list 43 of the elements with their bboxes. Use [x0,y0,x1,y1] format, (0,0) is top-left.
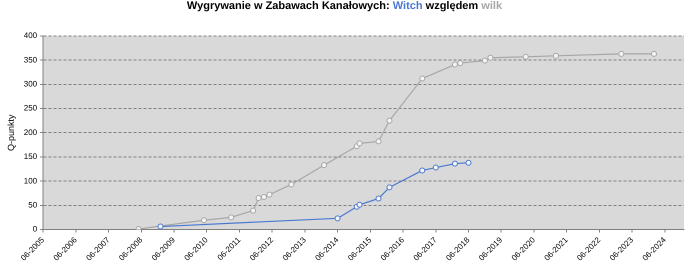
point [356,202,363,208]
point [266,192,272,198]
point [250,208,256,214]
point [452,160,458,167]
point [432,164,439,171]
point [386,118,392,124]
point [157,224,164,230]
y-tick-label: 100 [24,176,38,186]
point [356,140,363,146]
point [457,60,464,66]
point [452,62,458,68]
y-tick-label: 0 [32,224,38,234]
y-tick-label: 200 [24,128,38,137]
point [260,194,267,200]
chart-title: Wygrywanie w Zabawach Kanałowych: [186,0,390,12]
point [386,184,392,190]
point [618,50,624,57]
point [376,138,382,144]
point [552,52,559,59]
y-tick-label: 150 [24,152,38,162]
point [256,195,262,202]
point [321,162,328,168]
text: względem [426,0,478,12]
text: Witch [392,0,423,12]
point [465,160,472,166]
point [376,196,382,202]
y-tick-label: 350 [24,55,38,64]
y-axis-title: Q-punkty [6,114,16,151]
point [522,54,529,60]
y-tick-label: 250 [24,104,38,113]
point [419,167,426,174]
point [334,215,341,222]
point [482,58,488,64]
y-tick-label: 300 [24,80,38,89]
y-tick-label: 50 [28,200,38,210]
point [419,76,426,82]
text: wilk [481,0,502,12]
point [650,50,657,57]
point [228,214,234,220]
y-tick-label: 400 [24,31,38,40]
point [288,181,294,188]
point [487,54,494,61]
point [200,217,207,224]
